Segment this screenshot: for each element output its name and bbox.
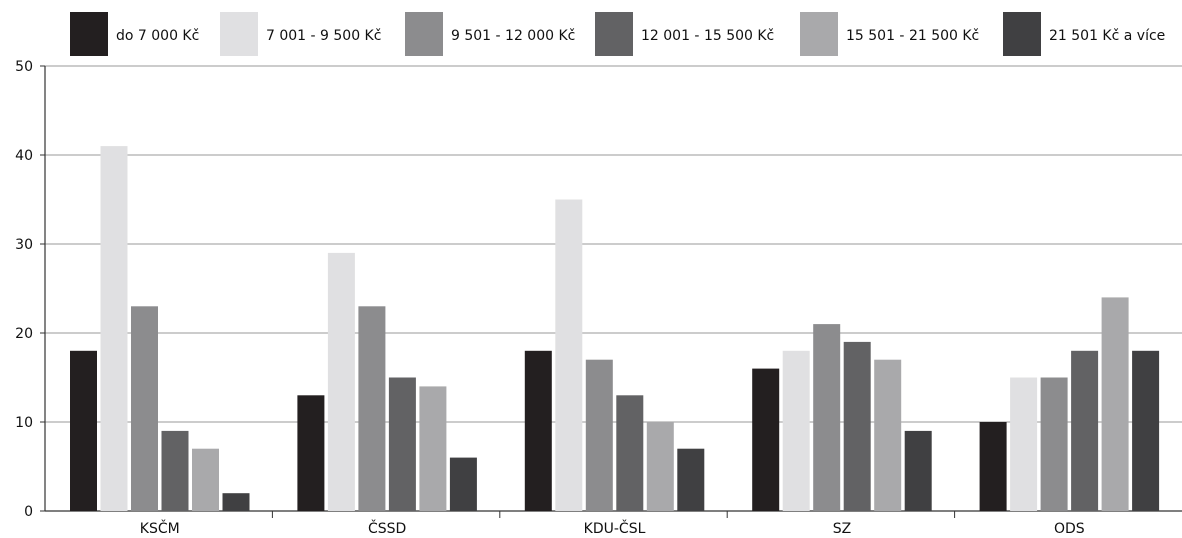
- bar: [131, 306, 158, 511]
- x-category-label: SZ: [833, 521, 851, 537]
- bar: [388, 377, 416, 511]
- bar: [616, 395, 644, 511]
- bar: [449, 457, 477, 511]
- x-axis-categories: KSČM ČSSD KDU-ČSL SZ ODS: [140, 519, 1085, 537]
- y-tick-label: 30: [15, 237, 33, 253]
- bar: [100, 146, 128, 511]
- legend-swatch: [800, 12, 838, 56]
- bar: [813, 324, 841, 511]
- y-tick-label: 50: [15, 59, 33, 75]
- legend-label: do 7 000 Kč: [116, 28, 199, 44]
- y-tick-label: 10: [15, 415, 33, 431]
- bar: [904, 430, 932, 511]
- x-category-label: ČSSD: [368, 519, 406, 537]
- legend-swatch: [1003, 12, 1041, 56]
- bar: [1132, 350, 1160, 511]
- bar: [70, 350, 97, 511]
- legend-label: 15 501 - 21 500 Kč: [846, 28, 979, 44]
- bar: [1071, 350, 1099, 511]
- y-tick-label: 0: [24, 504, 33, 520]
- bar: [524, 350, 552, 511]
- x-category-label: KSČM: [140, 519, 180, 537]
- legend-label: 12 001 - 15 500 Kč: [641, 28, 774, 44]
- y-tick-label: 40: [15, 148, 33, 164]
- bar: [358, 306, 386, 511]
- bar: [222, 493, 250, 511]
- bar: [979, 422, 1007, 511]
- bar: [752, 368, 780, 511]
- x-category-label: KDU-ČSL: [584, 519, 646, 537]
- legend-item: 9 501 - 12 000 Kč: [405, 12, 575, 56]
- bar: [555, 199, 583, 511]
- bar: [1101, 297, 1129, 511]
- legend-label: 21 501 Kč a více: [1049, 28, 1165, 44]
- bar: [585, 359, 613, 511]
- bar: [161, 430, 189, 511]
- y-tick-label: 20: [15, 326, 33, 342]
- legend-item: 21 501 Kč a více: [1003, 12, 1165, 56]
- legend: do 7 000 Kč 7 001 - 9 500 Kč 9 501 - 12 00…: [70, 12, 1165, 56]
- bar: [782, 350, 810, 511]
- legend-swatch: [595, 12, 633, 56]
- bar: [192, 448, 219, 511]
- bars: [70, 146, 1160, 511]
- legend-item: 7 001 - 9 500 Kč: [220, 12, 381, 56]
- bar: [419, 386, 447, 511]
- y-axis-ticks: 0 10 20 30 40 50: [15, 59, 33, 520]
- legend-item: 15 501 - 21 500 Kč: [800, 12, 979, 56]
- bar: [1040, 377, 1068, 511]
- gridlines: [45, 65, 1182, 423]
- legend-label: 9 501 - 12 000 Kč: [451, 28, 575, 44]
- bar: [1010, 377, 1038, 511]
- bar: [646, 422, 674, 511]
- legend-item: do 7 000 Kč: [70, 12, 199, 56]
- legend-item: 12 001 - 15 500 Kč: [595, 12, 774, 56]
- bar: [843, 341, 871, 511]
- legend-swatch: [405, 12, 443, 56]
- bar: [327, 252, 355, 511]
- x-category-label: ODS: [1054, 521, 1085, 537]
- bar: [677, 448, 705, 511]
- bar: [297, 395, 325, 511]
- bar: [874, 359, 902, 511]
- legend-swatch: [70, 12, 108, 56]
- legend-swatch: [220, 12, 258, 56]
- legend-label: 7 001 - 9 500 Kč: [266, 28, 381, 44]
